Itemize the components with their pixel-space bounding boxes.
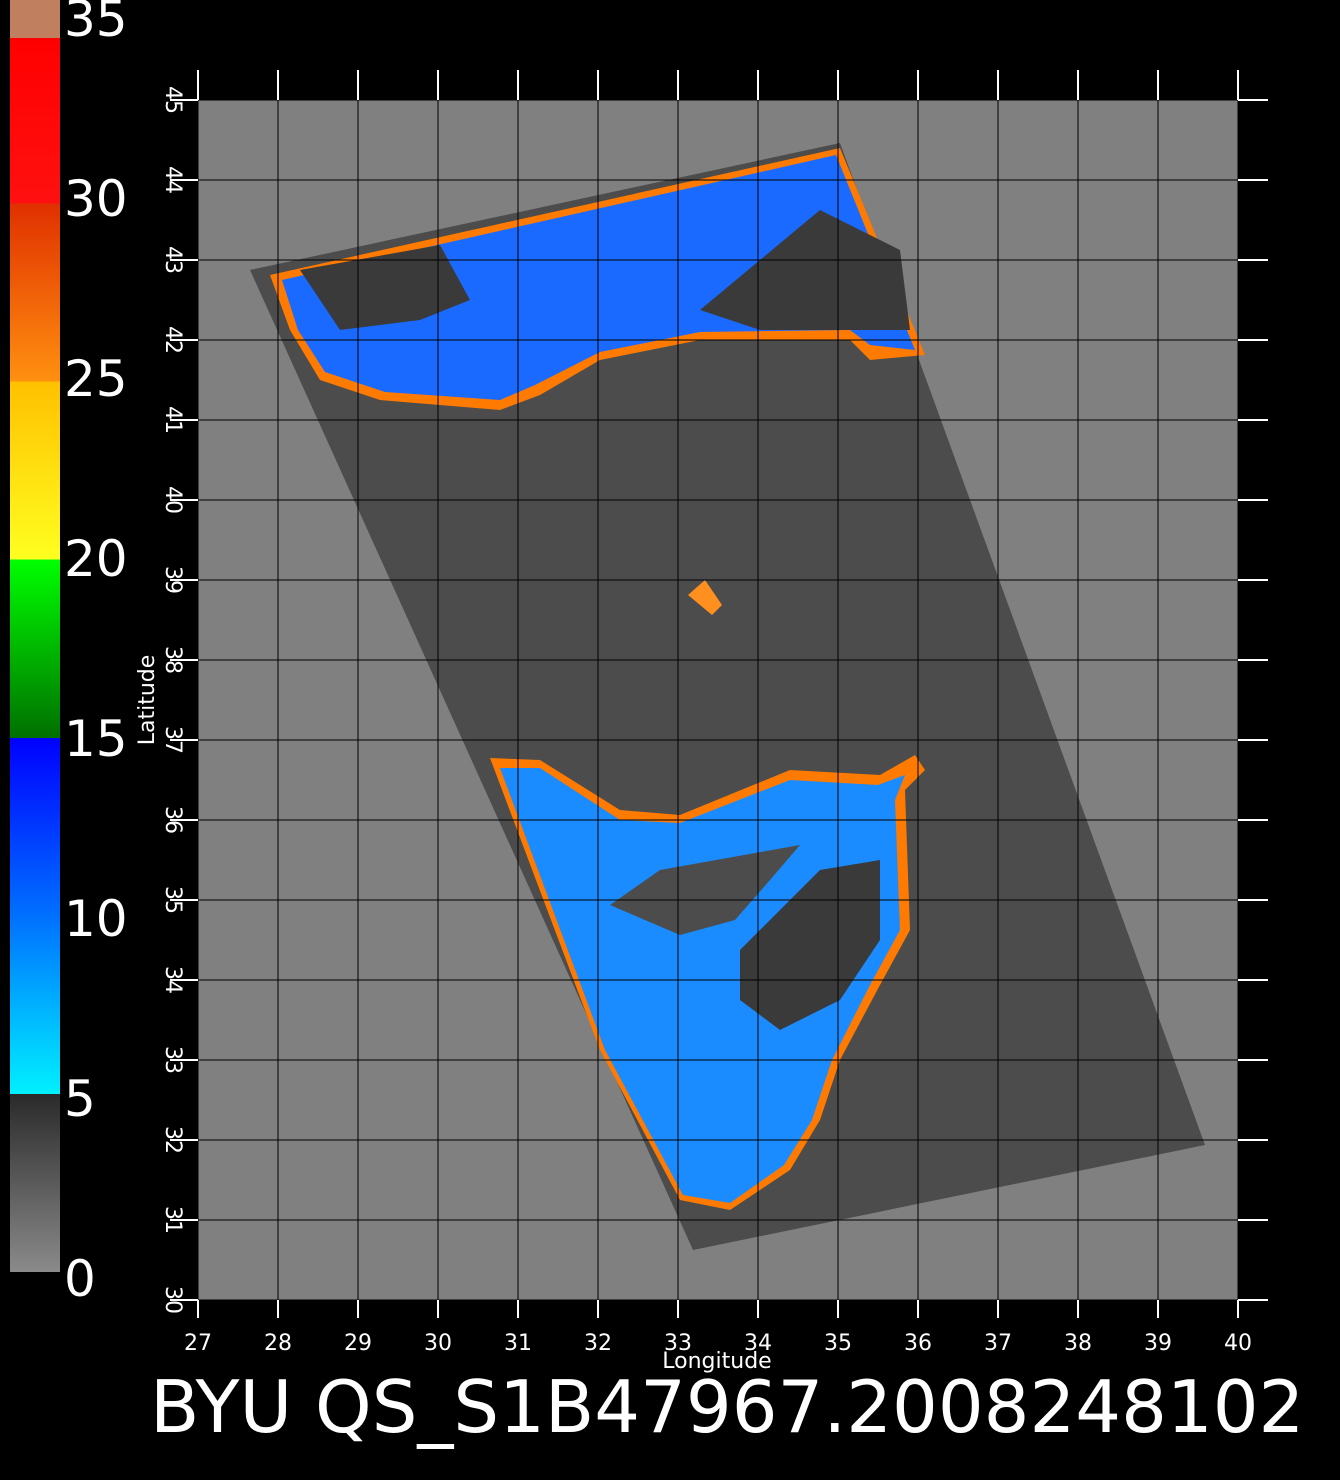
x-tick-label: 37 — [984, 1331, 1012, 1356]
y-tick-label: 34 — [160, 966, 185, 994]
y-tick-label: 42 — [160, 326, 185, 354]
x-tick-label: 35 — [824, 1331, 852, 1356]
x-tick-label: 27 — [184, 1331, 212, 1356]
colorbar-label: 15 — [64, 710, 128, 768]
colorbar-label: 0 — [64, 1250, 96, 1308]
x-axis-label: Longitude — [662, 1349, 771, 1374]
colorbar-label: 20 — [64, 530, 128, 588]
colorbar-label: 30 — [64, 170, 128, 228]
y-tick-label: 43 — [160, 246, 185, 274]
ticks: 27 28 29 30 31 32 33 34 35 36 37 38 39 40 30 31 32 33 34 35… — [160, 70, 1268, 1356]
y-tick-label: 36 — [160, 806, 185, 834]
x-tick-label: 40 — [1224, 1331, 1252, 1356]
x-tick-label: 39 — [1144, 1331, 1172, 1356]
x-tick-label: 30 — [424, 1331, 452, 1356]
y-tick-label: 41 — [160, 406, 185, 434]
island — [610, 845, 800, 935]
colorbar-label: 25 — [64, 350, 128, 408]
y-tick-label: 38 — [160, 646, 185, 674]
y-tick-label: 32 — [160, 1126, 185, 1154]
colorbar-label: 5 — [64, 1070, 96, 1128]
x-tick-label: 33 — [664, 1331, 692, 1356]
calm-area — [300, 245, 470, 330]
sea-south — [500, 768, 905, 1203]
wind-patch — [688, 580, 722, 615]
y-tick-label: 44 — [160, 166, 185, 194]
y-tick-label: 30 — [160, 1286, 185, 1314]
calm-area — [740, 860, 880, 1030]
colorbar-label: 10 — [64, 890, 128, 948]
y-tick-label: 31 — [160, 1206, 185, 1234]
y-tick-label: 40 — [160, 486, 185, 514]
y-tick-label: 35 — [160, 886, 185, 914]
x-tick-label: 28 — [264, 1331, 292, 1356]
x-tick-label: 36 — [904, 1331, 932, 1356]
y-axis-label: Latitude — [135, 655, 160, 746]
y-tick-label: 33 — [160, 1046, 185, 1074]
x-tick-label: 38 — [1064, 1331, 1092, 1356]
y-tick-label: 45 — [160, 86, 185, 114]
y-tick-label: 39 — [160, 566, 185, 594]
title: BYU QS_S1B47967.2008248102 — [150, 1365, 1304, 1449]
x-tick-label: 31 — [504, 1331, 532, 1356]
colorbar — [10, 0, 60, 1272]
x-tick-label: 29 — [344, 1331, 372, 1356]
colorbar-label: 35 — [64, 0, 128, 48]
x-tick-label: 32 — [584, 1331, 612, 1356]
y-tick-label: 37 — [160, 726, 185, 754]
calm-area — [700, 210, 910, 330]
x-tick-label: 34 — [744, 1331, 772, 1356]
grid — [197, 99, 1239, 1301]
